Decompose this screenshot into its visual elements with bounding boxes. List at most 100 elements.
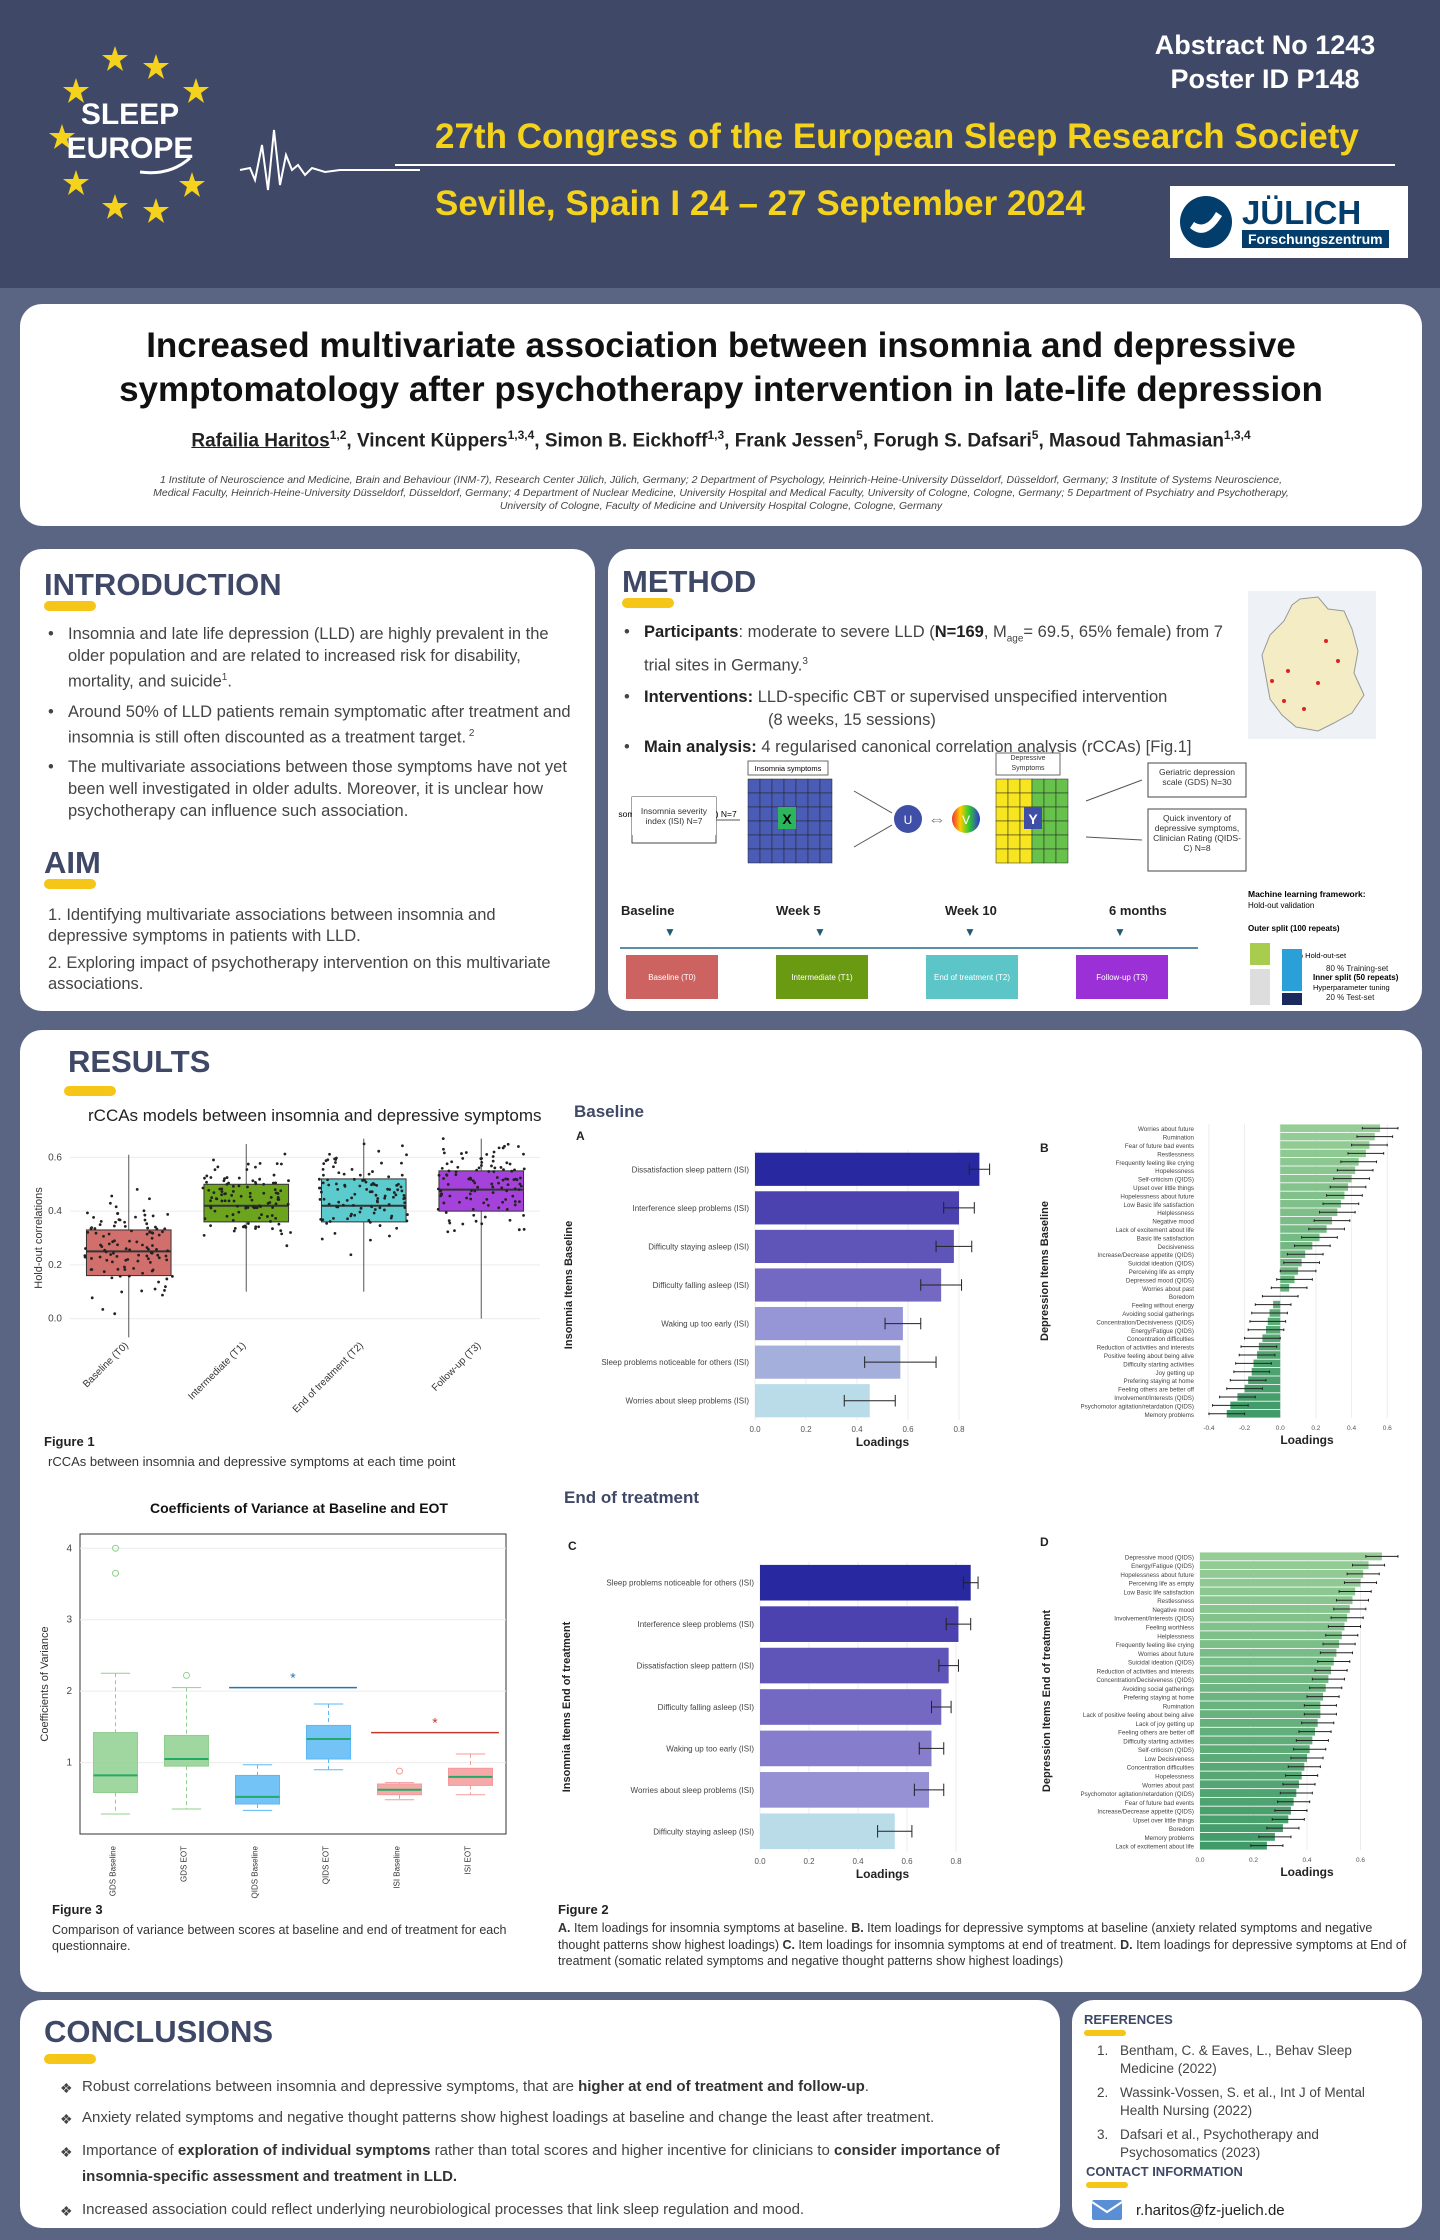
- bar: [760, 1813, 895, 1850]
- matrix-cell: [1055, 834, 1069, 850]
- data-point: [203, 1217, 207, 1221]
- data-point: [107, 1232, 111, 1236]
- y-category-label: Interference sleep problems (ISI): [638, 1620, 755, 1629]
- data-point: [495, 1176, 499, 1179]
- y-category-label: Concentration/Decisiveness (QIDS): [1096, 1677, 1194, 1684]
- data-point: [124, 1258, 128, 1262]
- y-tick-label: 2: [66, 1686, 72, 1697]
- data-point: [387, 1175, 391, 1179]
- author-affiliation: 1,3,4: [507, 428, 535, 442]
- data-point: [367, 1172, 371, 1176]
- bar: [1200, 1578, 1361, 1587]
- data-point: [522, 1227, 526, 1231]
- data-point: [148, 1197, 151, 1201]
- data-point: [94, 1231, 98, 1235]
- data-point: [92, 1215, 95, 1219]
- poster-title-line2: symptomatology after psychotherapy inter…: [119, 370, 1323, 409]
- matrix-cell: [1019, 778, 1033, 794]
- data-point: [110, 1260, 114, 1264]
- data-point: [437, 1173, 441, 1177]
- bar: [1200, 1648, 1337, 1657]
- logo-text-europe: EUROPE: [67, 132, 194, 165]
- y-category-label: Energy/Fatigue (QIDS): [1131, 1328, 1194, 1335]
- data-point: [230, 1194, 234, 1197]
- data-point: [148, 1260, 152, 1264]
- data-point: [337, 1171, 341, 1175]
- data-point: [442, 1147, 445, 1151]
- author-affiliation: 1,2: [329, 428, 347, 442]
- y-category-label: Negative mood: [1152, 1219, 1194, 1226]
- outlier-point: [183, 1671, 190, 1679]
- data-point: [458, 1200, 461, 1204]
- x-tick-label: ISI EOT: [464, 1846, 473, 1875]
- x-tick-label: 0.4: [851, 1425, 863, 1434]
- author-name: Forugh S. Dafsari: [873, 430, 1032, 452]
- bar: [1200, 1789, 1297, 1797]
- matrix-cell: [995, 778, 1009, 794]
- data-point: [321, 1218, 325, 1222]
- box: [163, 1734, 210, 1767]
- matrix-cell: [1019, 792, 1033, 808]
- intro-bullet: Around 50% of LLD patients remain sympto…: [44, 701, 584, 749]
- y-category-label: Suicidal ideation (QIDS): [1128, 1660, 1194, 1667]
- data-point: [120, 1290, 124, 1294]
- fig3-boxplot: 1 2 3 4 Coefficients of Variance GDS Baseline…: [39, 1533, 507, 1898]
- y-category-label: Difficulty starting activities: [1123, 1738, 1194, 1745]
- data-point: [491, 1185, 495, 1189]
- bar: [1280, 1149, 1366, 1158]
- matrix-cell: [747, 792, 761, 808]
- panel-letter: A: [576, 1130, 585, 1143]
- data-point: [504, 1198, 508, 1201]
- data-point: [370, 1183, 373, 1187]
- data-point: [89, 1268, 93, 1272]
- down-arrow-icon: ▼: [964, 925, 976, 939]
- data-point: [145, 1254, 149, 1258]
- test-bar: [1282, 993, 1302, 1005]
- data-point: [203, 1176, 206, 1180]
- data-point: [116, 1267, 120, 1271]
- data-point: [225, 1176, 229, 1179]
- data-point: [358, 1210, 362, 1214]
- data-point: [464, 1151, 468, 1154]
- matrix-cell: [995, 848, 1009, 864]
- data-point: [105, 1258, 109, 1262]
- data-point: [157, 1256, 161, 1260]
- matrix-cell: [783, 778, 797, 794]
- data-point: [260, 1213, 263, 1217]
- data-point: [232, 1199, 236, 1203]
- x-tick-label: 0.0: [754, 1857, 766, 1866]
- data-point: [382, 1208, 386, 1212]
- matrix-cell: [783, 848, 797, 864]
- data-point: [362, 1142, 366, 1146]
- y-category-label: Restlessness: [1157, 1151, 1194, 1158]
- data-point: [454, 1170, 458, 1174]
- data-point: [483, 1215, 487, 1219]
- data-point: [445, 1162, 449, 1166]
- u-label: U: [904, 813, 913, 827]
- caption-panel-letter: A.: [558, 1921, 571, 1935]
- matrix-cell: [1043, 820, 1057, 836]
- panel-letter: D: [1040, 1536, 1049, 1549]
- y-category-label: Concentration difficulties: [1127, 1336, 1194, 1343]
- y-category-label: Reduction of activities and interests: [1097, 1668, 1194, 1675]
- data-point: [254, 1165, 257, 1169]
- matrix-cell: [807, 792, 821, 808]
- y-category-label: Energy/Fatigue (QIDS): [1131, 1563, 1194, 1570]
- contact-email[interactable]: r.haritos@fz-juelich.de: [1136, 2202, 1285, 2219]
- julich-sub: Forschungszentrum: [1242, 230, 1389, 248]
- data-point: [365, 1187, 369, 1191]
- data-point: [116, 1212, 120, 1215]
- x-tick-label: 0.4: [1347, 1425, 1356, 1432]
- box: [234, 1774, 281, 1805]
- data-point: [150, 1236, 154, 1240]
- data-point: [387, 1203, 391, 1206]
- data-point: [279, 1229, 283, 1233]
- data-point: [341, 1203, 345, 1207]
- matrix-cell: [747, 834, 761, 850]
- timeline-label: Week 5: [776, 903, 821, 918]
- data-point: [161, 1293, 164, 1297]
- data-point: [480, 1164, 483, 1167]
- bar: [1200, 1710, 1321, 1719]
- y-tick-label: 3: [66, 1615, 72, 1626]
- data-point: [439, 1189, 443, 1193]
